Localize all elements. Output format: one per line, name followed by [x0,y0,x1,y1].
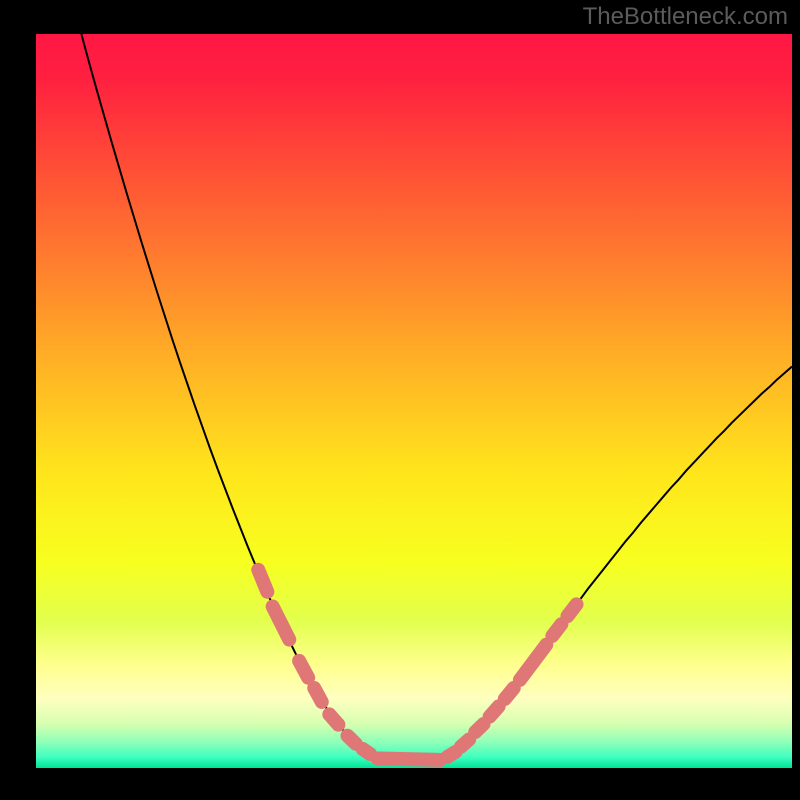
marker-segment [475,724,483,732]
marker-segment [490,706,499,716]
plot-svg [36,34,792,768]
marker-segment [567,604,576,616]
marker-segment [378,758,440,759]
marker-segment [363,749,371,754]
marker-segment [552,624,561,636]
marker-segment [299,661,308,678]
plot-background [36,34,792,768]
marker-segment [314,688,322,702]
marker-segment [329,714,338,724]
marker-segment [461,739,469,746]
plot-container [36,34,792,768]
marker-segment [347,736,355,744]
marker-segment [447,752,455,757]
watermark-text: TheBottleneck.com [583,3,788,31]
marker-segment [505,688,514,699]
marker-segment [258,570,267,592]
